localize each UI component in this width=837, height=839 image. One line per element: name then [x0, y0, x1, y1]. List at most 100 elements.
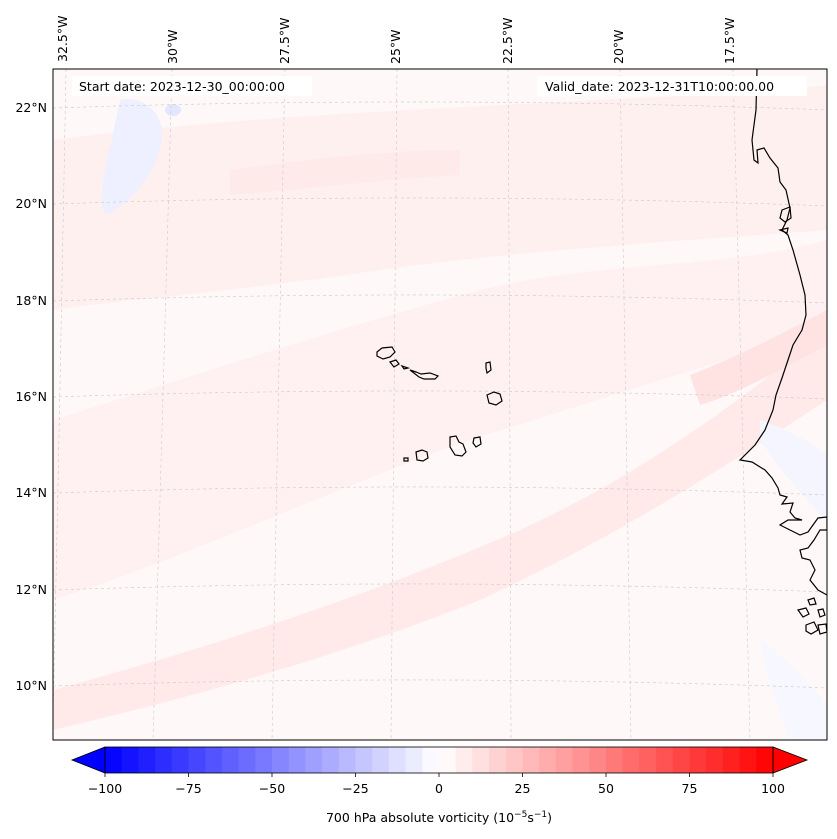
latitude-labels: 22°N 20°N 18°N 16°N 14°N 12°N 10°N: [15, 100, 47, 693]
colorbar-cell: [489, 747, 507, 773]
colorbar-ticks: −100 −75 −50 −25 0 25 50 75 100: [88, 773, 785, 796]
island-santa-luzia: [400, 364, 411, 370]
colorbar-cell: [388, 747, 407, 773]
coastline-bijagos-1: [796, 607, 810, 618]
colorbar-cell: [739, 747, 757, 773]
lat-label-12n: 12°N: [15, 582, 47, 597]
coastline-bijagos-4: [817, 608, 826, 618]
colorbar-cell: [606, 747, 624, 773]
colorbar-cell: [405, 747, 423, 773]
vorticity-patch-negative-coast: [760, 420, 827, 520]
vorticity-shading: [53, 85, 827, 740]
island-boa-vista: [486, 391, 503, 406]
coastline-bijagos-5: [817, 623, 827, 635]
vorticity-band-central: [53, 240, 827, 600]
lon-label-17-5w: 17.5°W: [722, 18, 737, 64]
map-panel: Start date: 2023-12-30_00:00:00 Valid_da…: [53, 69, 827, 740]
parallel-20n: [53, 197, 827, 207]
longitude-labels: 32.5°W 30°W 27.5°W 25°W 22.5°W 20°W 17.5…: [55, 16, 737, 64]
colorbar-cell: [238, 747, 256, 773]
map-frame: [52, 68, 828, 741]
colorbar-extend-min: [70, 746, 106, 774]
west-africa-coastline: [738, 69, 827, 635]
island-maio: [472, 436, 482, 448]
vorticity-patch-east: [690, 310, 827, 405]
colorbar-label: 700 hPa absolute vorticity (10−5s−1): [326, 810, 552, 825]
lat-label-16n: 16°N: [15, 389, 47, 404]
island-santo-antao: [376, 346, 396, 360]
colorbar-tick-label: 0: [435, 781, 443, 796]
island-fogo: [415, 449, 429, 462]
island-sao-vicente: [388, 359, 400, 368]
coastline-cape-verde-peninsula: [778, 227, 789, 234]
colorbar-cell: [572, 747, 590, 773]
colorbar: −100 −75 −50 −25 0 25 50 75 100 700 hPa absolute…: [70, 746, 809, 825]
colorbar-cell: [288, 747, 306, 773]
meridian-32-5w: [53, 69, 67, 721]
colorbar-cell: [105, 747, 123, 773]
graticule: [53, 69, 827, 740]
island-santiago: [449, 435, 467, 457]
vorticity-band-southeast: [53, 330, 827, 730]
lon-label-22-5w: 22.5°W: [500, 18, 515, 64]
colorbar-cell: [272, 747, 290, 773]
vorticity-patch-negative-nw: [101, 99, 162, 215]
island-brava: [403, 457, 409, 462]
colorbar-cell: [188, 747, 206, 773]
cape-verde-islands: [376, 346, 503, 462]
colorbar-cell: [656, 747, 674, 773]
coastline-canary-segment: [779, 206, 792, 223]
coastline-bijagos-3: [805, 621, 819, 635]
colorbar-cell: [455, 747, 473, 773]
colorbar-cell: [472, 747, 490, 773]
colorbar-cell: [155, 747, 173, 773]
valid-date-label: Valid_date: 2023-12-31T10:00:00.00: [545, 79, 774, 94]
colorbar-cell: [121, 747, 139, 773]
colorbar-cells: [105, 747, 774, 773]
parallel-14n: [53, 486, 827, 496]
lat-label-14n: 14°N: [15, 485, 47, 500]
colorbar-cell: [205, 747, 223, 773]
island-sao-nicolau: [409, 369, 440, 380]
lon-label-30w: 30°W: [165, 29, 180, 64]
colorbar-cell: [255, 747, 273, 773]
colorbar-cell: [221, 747, 240, 773]
colorbar-cell: [505, 747, 523, 773]
colorbar-cell: [589, 747, 607, 773]
colorbar-cell: [522, 747, 540, 773]
colorbar-cell: [689, 747, 707, 773]
island-sal: [485, 361, 492, 375]
colorbar-extend-max: [772, 746, 809, 774]
colorbar-tick-label: 25: [515, 781, 531, 796]
colorbar-tick-label: −75: [175, 781, 201, 796]
start-date-box: [72, 76, 312, 96]
colorbar-tick-label: 75: [682, 781, 698, 796]
colorbar-cell: [305, 747, 323, 773]
vorticity-patch-negative-sw: [760, 640, 827, 740]
colorbar-cell: [372, 747, 390, 773]
colorbar-tick-label: 50: [598, 781, 614, 796]
colorbar-cell: [639, 747, 657, 773]
vorticity-band-north: [53, 85, 827, 310]
colorbar-cell: [322, 747, 340, 773]
lon-label-25w: 25°W: [388, 29, 403, 64]
colorbar-cell: [722, 747, 741, 773]
colorbar-cell: [756, 747, 774, 773]
colorbar-cell: [539, 747, 557, 773]
coastline-mainland: [738, 69, 827, 596]
colorbar-cell: [706, 747, 724, 773]
colorbar-cell: [171, 747, 189, 773]
colorbar-cell: [672, 747, 690, 773]
lat-label-10n: 10°N: [15, 678, 47, 693]
colorbar-tick-label: 100: [761, 781, 785, 796]
lon-label-20w: 20°W: [611, 29, 626, 64]
colorbar-tick-label: −25: [342, 781, 368, 796]
parallel-12n: [53, 583, 827, 593]
colorbar-cell: [555, 747, 574, 773]
colorbar-cell: [338, 747, 356, 773]
colorbar-cell: [422, 747, 440, 773]
valid-date-box: [537, 76, 807, 96]
colorbar-cell: [439, 747, 457, 773]
lat-label-20n: 20°N: [15, 196, 47, 211]
